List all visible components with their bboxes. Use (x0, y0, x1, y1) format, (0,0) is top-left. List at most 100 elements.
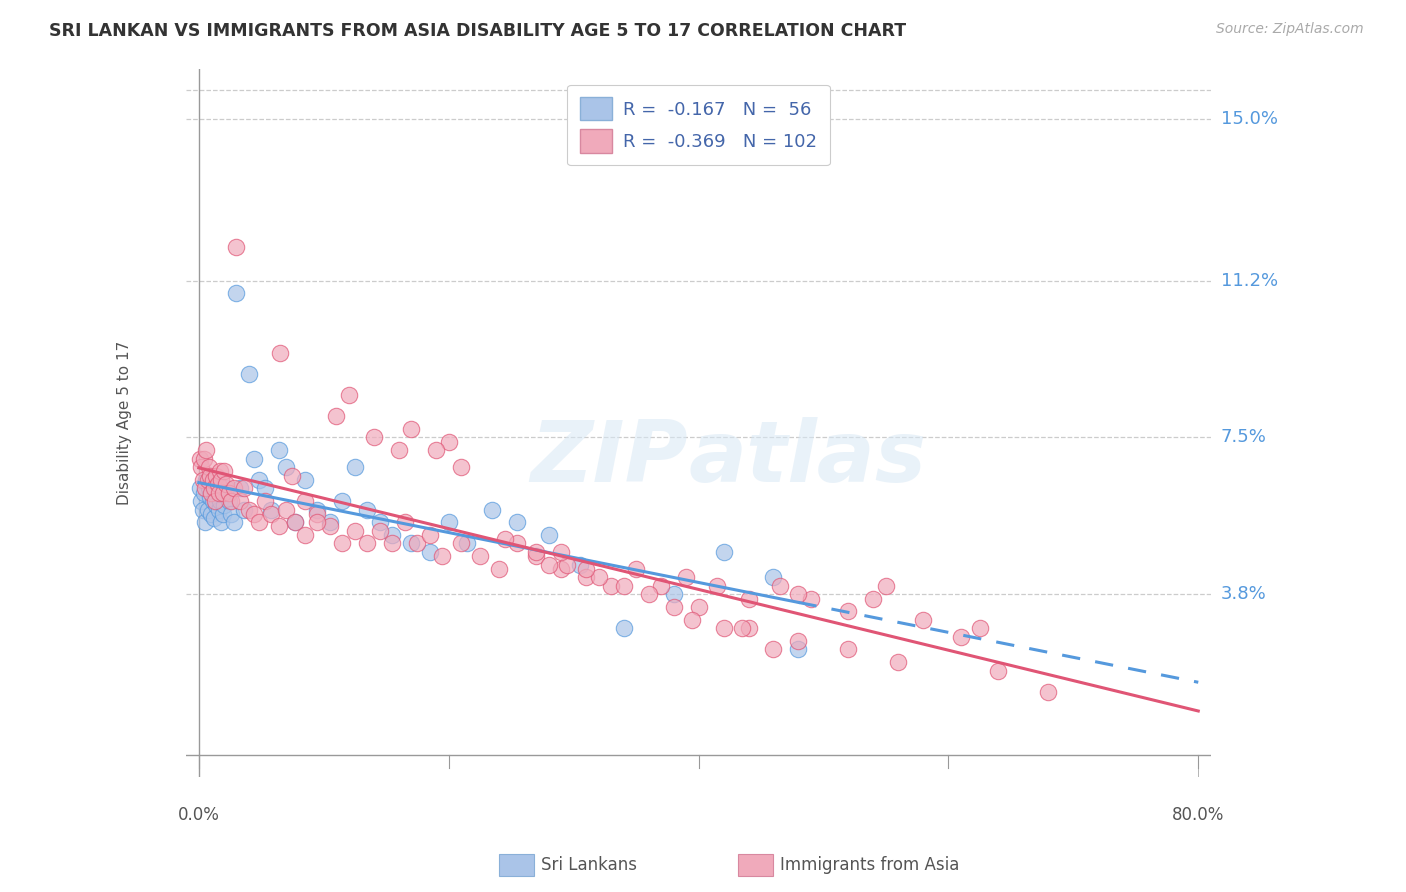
Text: Immigrants from Asia: Immigrants from Asia (780, 856, 960, 874)
Point (232, 481, 254, 495)
Point (506, 515, 529, 529)
Point (568, 558, 591, 572)
Text: Source: ZipAtlas.com: Source: ZipAtlas.com (1216, 22, 1364, 37)
Point (731, 621, 754, 635)
Point (399, 536, 422, 550)
Point (188, 481, 211, 495)
Point (194, 481, 217, 495)
Point (506, 536, 529, 550)
Point (769, 579, 792, 593)
Point (211, 507, 233, 521)
Point (637, 587, 659, 601)
Point (191, 502, 214, 516)
Point (332, 494, 354, 508)
Point (242, 451, 264, 466)
Point (787, 642, 810, 657)
Point (437, 434, 460, 449)
Point (269, 345, 291, 359)
Point (207, 477, 229, 491)
Point (488, 562, 510, 576)
Point (524, 549, 547, 564)
Point (294, 494, 316, 508)
Point (197, 460, 219, 475)
Point (218, 494, 240, 508)
Point (276, 502, 298, 516)
Point (343, 460, 366, 475)
Point (394, 515, 416, 529)
Point (343, 524, 366, 538)
Point (204, 485, 226, 500)
Point (188, 451, 211, 466)
Point (575, 570, 598, 584)
Point (713, 545, 735, 559)
Point (800, 591, 823, 606)
Point (225, 239, 247, 253)
Point (969, 621, 991, 635)
Text: Disability Age 5 to 17: Disability Age 5 to 17 (117, 341, 132, 505)
Point (363, 430, 385, 444)
Point (284, 515, 307, 529)
Point (550, 562, 572, 576)
Point (356, 536, 378, 550)
Point (200, 485, 222, 500)
Point (537, 558, 560, 572)
Point (225, 286, 247, 301)
Point (419, 545, 441, 559)
Point (232, 502, 254, 516)
Point (481, 502, 503, 516)
Point (247, 515, 270, 529)
Point (737, 591, 759, 606)
Point (212, 464, 235, 478)
Point (260, 507, 283, 521)
Point (267, 519, 290, 533)
Point (557, 558, 579, 572)
Point (204, 494, 226, 508)
Point (550, 545, 572, 559)
Point (294, 473, 316, 487)
Point (284, 515, 307, 529)
Point (949, 630, 972, 644)
Point (837, 604, 859, 618)
Point (356, 502, 378, 516)
Text: SRI LANKAN VS IMMIGRANTS FROM ASIA DISABILITY AGE 5 TO 17 CORRELATION CHART: SRI LANKAN VS IMMIGRANTS FROM ASIA DISAB… (49, 22, 907, 40)
Point (200, 507, 222, 521)
Point (193, 485, 215, 500)
Point (242, 507, 264, 521)
Point (205, 468, 228, 483)
Point (762, 642, 785, 657)
Point (688, 600, 710, 615)
Text: 0.0%: 0.0% (177, 806, 219, 824)
Point (208, 464, 231, 478)
Text: 7.5%: 7.5% (1220, 428, 1267, 447)
Point (787, 587, 810, 601)
Point (253, 494, 276, 508)
Point (222, 481, 245, 495)
Point (368, 515, 391, 529)
Point (307, 502, 329, 516)
Point (537, 528, 560, 542)
Point (399, 422, 422, 436)
Point (238, 367, 260, 381)
Point (202, 511, 225, 525)
Point (247, 473, 270, 487)
Point (787, 634, 810, 648)
Point (887, 655, 910, 669)
Point (197, 481, 219, 495)
Text: 11.2%: 11.2% (1220, 271, 1278, 290)
Point (218, 485, 240, 500)
Point (450, 460, 472, 475)
Point (209, 515, 232, 529)
Text: Sri Lankans: Sri Lankans (541, 856, 637, 874)
Point (368, 524, 391, 538)
Point (215, 477, 238, 491)
Legend: R =  -0.167   N =  56, R =  -0.369   N = 102: R = -0.167 N = 56, R = -0.369 N = 102 (567, 85, 830, 165)
Point (197, 473, 219, 487)
Point (219, 507, 242, 521)
Point (419, 528, 441, 542)
Point (215, 481, 238, 495)
Point (229, 481, 252, 495)
Point (222, 515, 245, 529)
Text: ZIP: ZIP (530, 417, 689, 500)
Point (193, 451, 215, 466)
Point (201, 494, 224, 508)
